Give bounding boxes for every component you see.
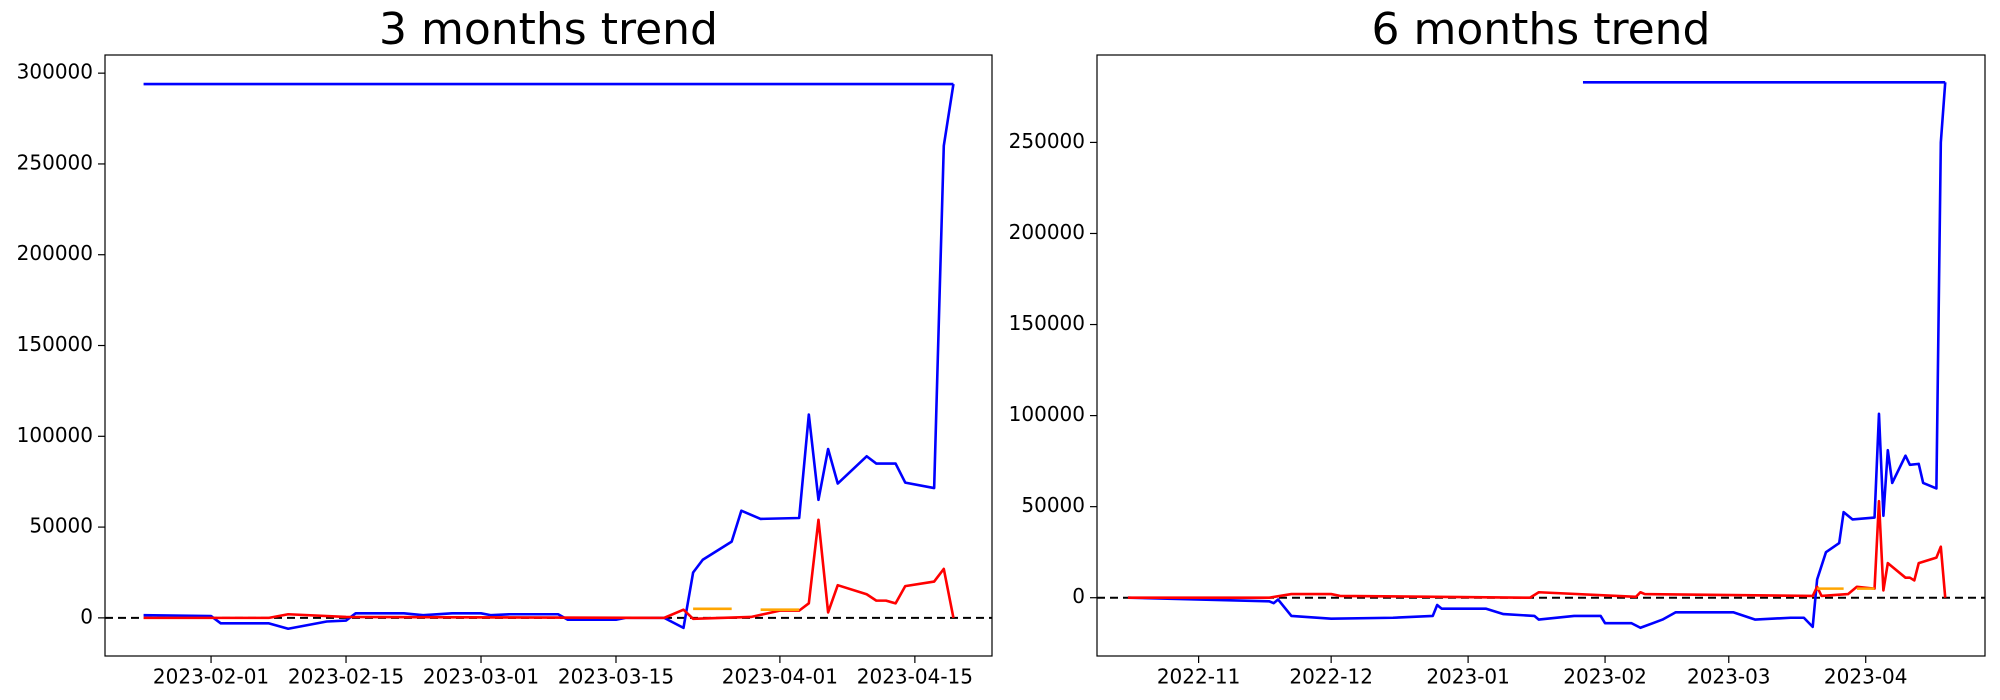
plot-area xyxy=(1097,81,1985,630)
data-line xyxy=(143,83,955,631)
y-tick-label: 0 xyxy=(80,604,93,628)
plot-area xyxy=(105,82,992,631)
x-tick-label: 2023-02-01 xyxy=(153,665,269,689)
axes-frame xyxy=(104,54,993,657)
y-tick-label: 200000 xyxy=(1009,220,1085,244)
chart-title: 6 months trend xyxy=(1372,4,1711,55)
x-tick-label: 2023-01 xyxy=(1426,665,1510,689)
data-line xyxy=(1127,499,1947,600)
y-tick-label: 100000 xyxy=(1009,402,1085,426)
x-tick-label: 2023-04 xyxy=(1824,665,1908,689)
y-tick-label: 100000 xyxy=(17,423,93,447)
data-line xyxy=(693,607,800,611)
y-tick-label: 0 xyxy=(1072,584,1085,608)
y-tick-label: 150000 xyxy=(1009,311,1085,335)
x-tick-label: 2023-03-01 xyxy=(423,665,539,689)
y-tick-label: 300000 xyxy=(17,60,93,84)
chart-title: 3 months trend xyxy=(379,4,718,55)
x-tick-label: 2023-03-15 xyxy=(558,665,674,689)
x-tick-label: 2023-03 xyxy=(1687,665,1771,689)
data-line xyxy=(143,518,955,621)
axes-frame xyxy=(1096,54,1986,657)
x-tick-label: 2023-04-01 xyxy=(722,665,838,689)
y-tick-label: 50000 xyxy=(29,514,93,538)
x-tick-label: 2023-04-15 xyxy=(857,665,973,689)
x-tick-label: 2023-02 xyxy=(1563,665,1647,689)
y-tick-label: 250000 xyxy=(17,150,93,174)
x-tick-label: 2022-11 xyxy=(1157,665,1241,689)
y-tick-label: 50000 xyxy=(1021,493,1085,517)
data-line xyxy=(1127,82,1947,630)
y-tick-label: 200000 xyxy=(17,241,93,265)
y-tick-label: 150000 xyxy=(17,332,93,356)
y-tick-label: 250000 xyxy=(1009,129,1085,153)
x-tick-label: 2023-02-15 xyxy=(288,665,404,689)
x-tick-label: 2022-12 xyxy=(1289,665,1373,689)
